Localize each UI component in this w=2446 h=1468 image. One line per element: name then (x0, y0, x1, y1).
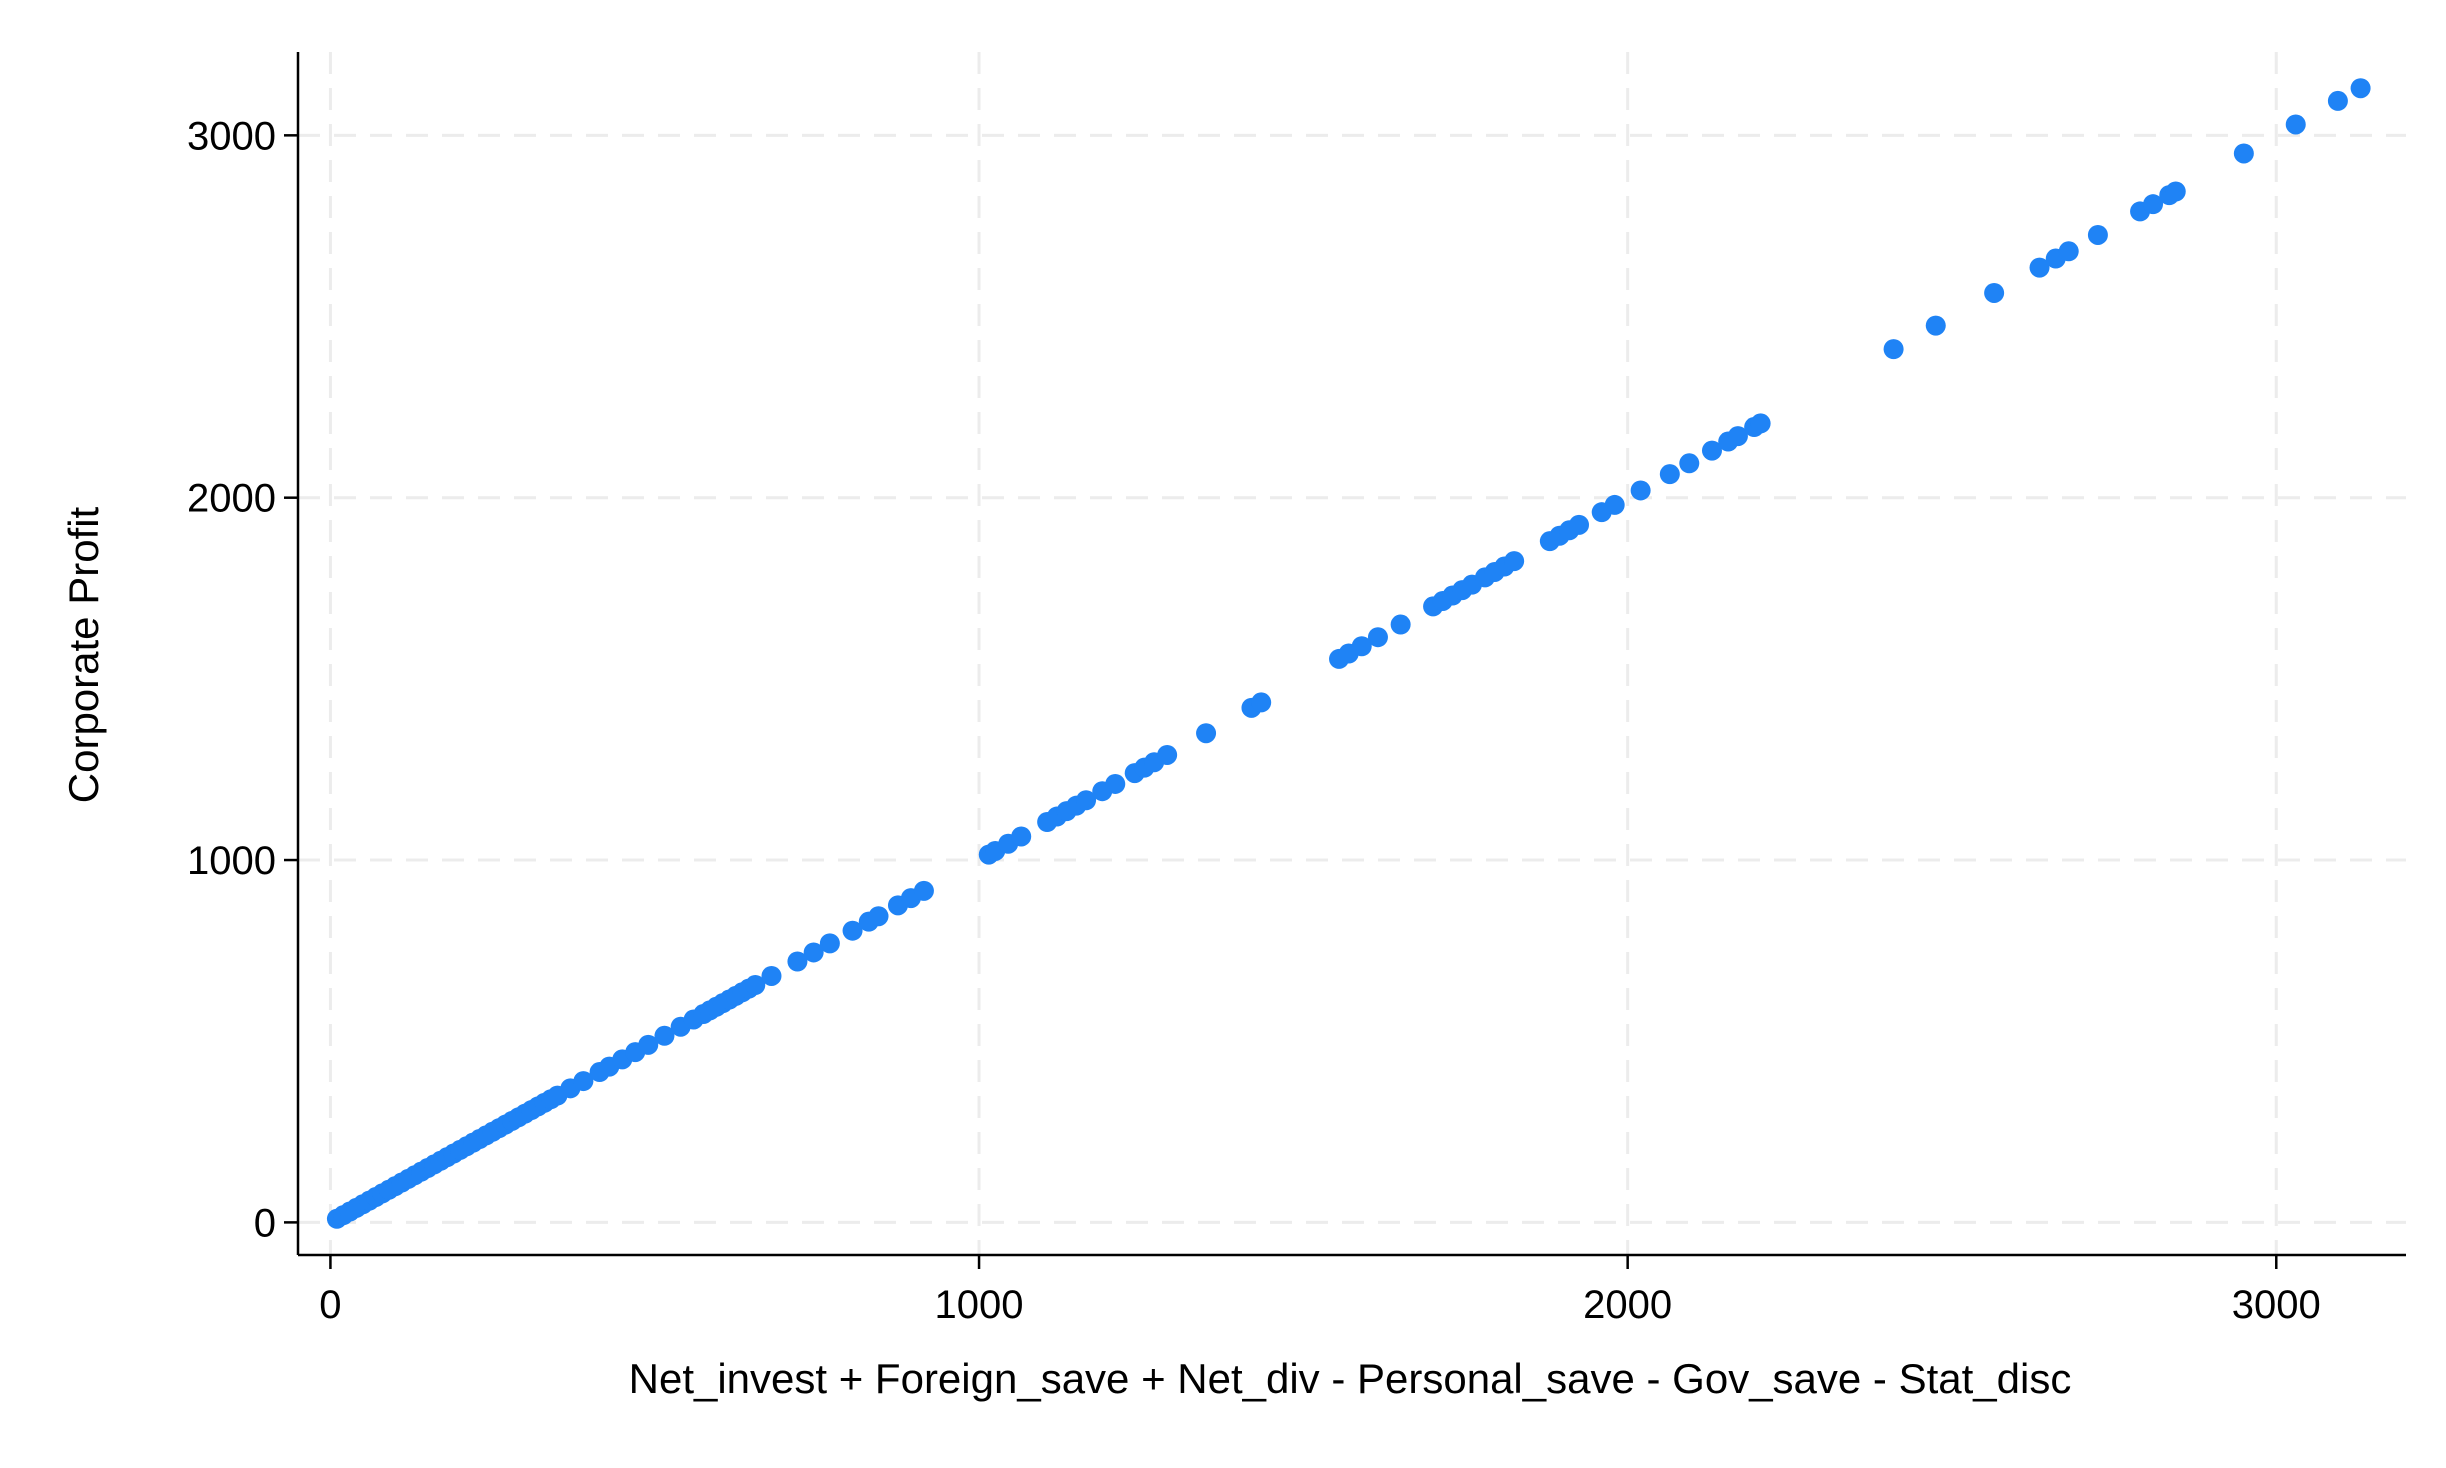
data-point (638, 1034, 659, 1055)
data-point (573, 1071, 594, 1092)
data-point (2029, 257, 2050, 278)
y-tick-label: 2000 (187, 477, 276, 521)
data-point (803, 942, 824, 963)
data-point (1367, 627, 1388, 648)
data-point (1604, 494, 1625, 515)
data-point (1390, 614, 1411, 635)
data-point (1750, 413, 1771, 434)
data-point (1251, 692, 1272, 713)
x-tick-label: 0 (319, 1283, 341, 1327)
data-point (842, 920, 863, 941)
data-point (1157, 744, 1178, 765)
data-point (1727, 426, 1748, 447)
data-point (1105, 773, 1126, 794)
data-point (745, 975, 766, 996)
data-point (2350, 78, 2371, 99)
data-points (326, 78, 2371, 1229)
ticks: 0 1000 2000 3000 0 1000 2000 3000 (187, 114, 2321, 1327)
data-point (654, 1025, 675, 1046)
data-point (1925, 315, 1946, 336)
data-point (1659, 464, 1680, 485)
data-point (1196, 723, 1217, 744)
data-point (819, 933, 840, 954)
data-point (1679, 453, 1700, 474)
y-axis-title: Corporate Profit (60, 506, 107, 803)
data-point (1701, 440, 1722, 461)
grid (298, 52, 2406, 1255)
data-point (1984, 282, 2005, 303)
y-tick-label: 3000 (187, 114, 276, 158)
data-point (1011, 826, 1032, 847)
data-point (787, 951, 808, 972)
data-point (1569, 514, 1590, 535)
data-point (868, 906, 889, 927)
data-point (2058, 241, 2079, 262)
data-point (1351, 636, 1372, 657)
x-tick-label: 3000 (2232, 1283, 2321, 1327)
data-point (2327, 90, 2348, 111)
data-point (1504, 551, 1525, 572)
data-point (2285, 114, 2306, 135)
data-point (1630, 480, 1651, 501)
y-tick-label: 1000 (187, 839, 276, 883)
x-tick-label: 2000 (1583, 1283, 1672, 1327)
y-tick-label: 0 (254, 1201, 276, 1245)
data-point (2165, 181, 2186, 202)
data-point (913, 880, 934, 901)
data-point (1076, 790, 1097, 811)
data-point (2087, 224, 2108, 245)
data-point (761, 965, 782, 986)
axes (296, 52, 2406, 1257)
data-point (1883, 339, 1904, 360)
data-point (2143, 194, 2164, 215)
x-axis-title: Net_invest + Foreign_save + Net_div - Pe… (629, 1355, 2072, 1402)
x-tick-label: 1000 (935, 1283, 1024, 1327)
data-point (2233, 143, 2254, 164)
